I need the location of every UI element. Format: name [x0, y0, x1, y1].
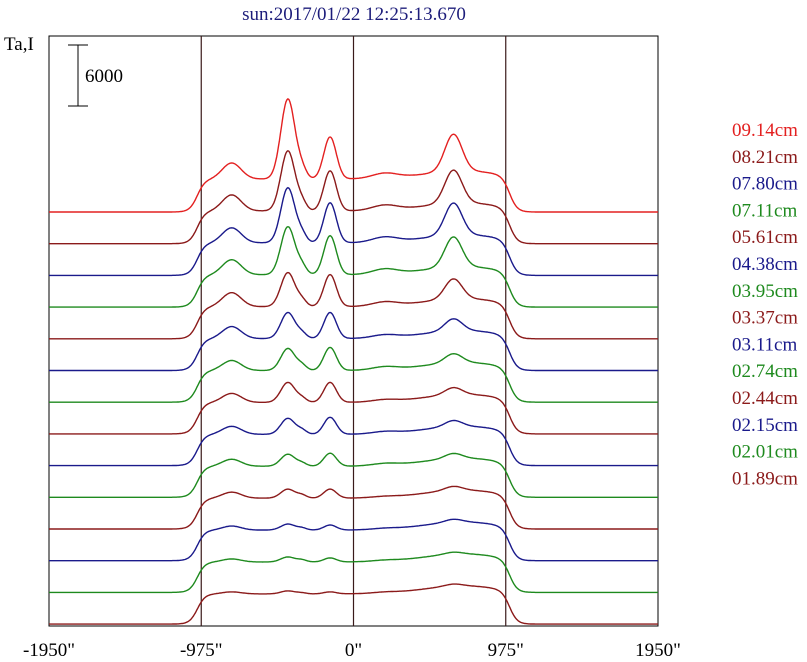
legend-entry: 02.15cm — [732, 415, 798, 436]
series-line-03.11cm — [49, 416, 658, 467]
series-line-01.89cm — [49, 583, 658, 625]
series-line-03.95cm — [49, 346, 658, 403]
scale-bar-label: 6000 — [85, 66, 123, 87]
vertical-lines — [200, 36, 507, 626]
legend-entry: 03.11cm — [732, 334, 797, 355]
chart-title: sun:2017/01/22 12:25:13.670 — [242, 4, 466, 25]
x-tick-label: 975" — [488, 640, 524, 661]
series-line-09.14cm — [49, 98, 658, 213]
x-tick-label: 0" — [345, 640, 362, 661]
series-line-02.44cm — [49, 485, 658, 530]
series-line-02.15cm — [49, 518, 658, 562]
legend: 09.14cm 08.21cm 07.80cm 07.11cm 05.61cm 04.38… — [732, 120, 798, 489]
x-tick-label: 1950" — [635, 640, 681, 661]
series-line-08.21cm — [49, 149, 658, 245]
legend-entry: 05.61cm — [732, 227, 798, 248]
legend-entry: 07.80cm — [732, 174, 798, 195]
x-tick-labels: -1950" -975" 0" 975" 1950" — [23, 640, 681, 661]
series-line-02.01cm — [49, 551, 658, 594]
series-line-07.11cm — [49, 225, 658, 308]
series-line-04.38cm — [49, 311, 658, 372]
legend-entry: 02.74cm — [732, 361, 798, 382]
series-lines — [49, 98, 658, 625]
scale-bar: 6000 — [68, 44, 123, 107]
legend-entry: 08.21cm — [732, 147, 798, 168]
y-axis-label: Ta,I — [4, 34, 34, 55]
legend-entry: 03.37cm — [732, 308, 798, 329]
series-line-05.61cm — [49, 271, 658, 340]
series-line-03.37cm — [49, 381, 658, 435]
series-line-02.74cm — [49, 452, 658, 498]
legend-entry: 04.38cm — [732, 254, 798, 275]
x-tick-label: -1950" — [23, 640, 75, 661]
legend-entry: 02.01cm — [732, 442, 798, 463]
legend-entry: 03.95cm — [732, 281, 798, 302]
series-line-07.80cm — [49, 186, 658, 277]
x-tick-label: -975" — [180, 640, 223, 661]
legend-entry: 07.11cm — [732, 200, 797, 221]
legend-entry: 02.44cm — [732, 388, 798, 409]
legend-entry: 09.14cm — [732, 120, 798, 141]
legend-entry: 01.89cm — [732, 468, 798, 489]
